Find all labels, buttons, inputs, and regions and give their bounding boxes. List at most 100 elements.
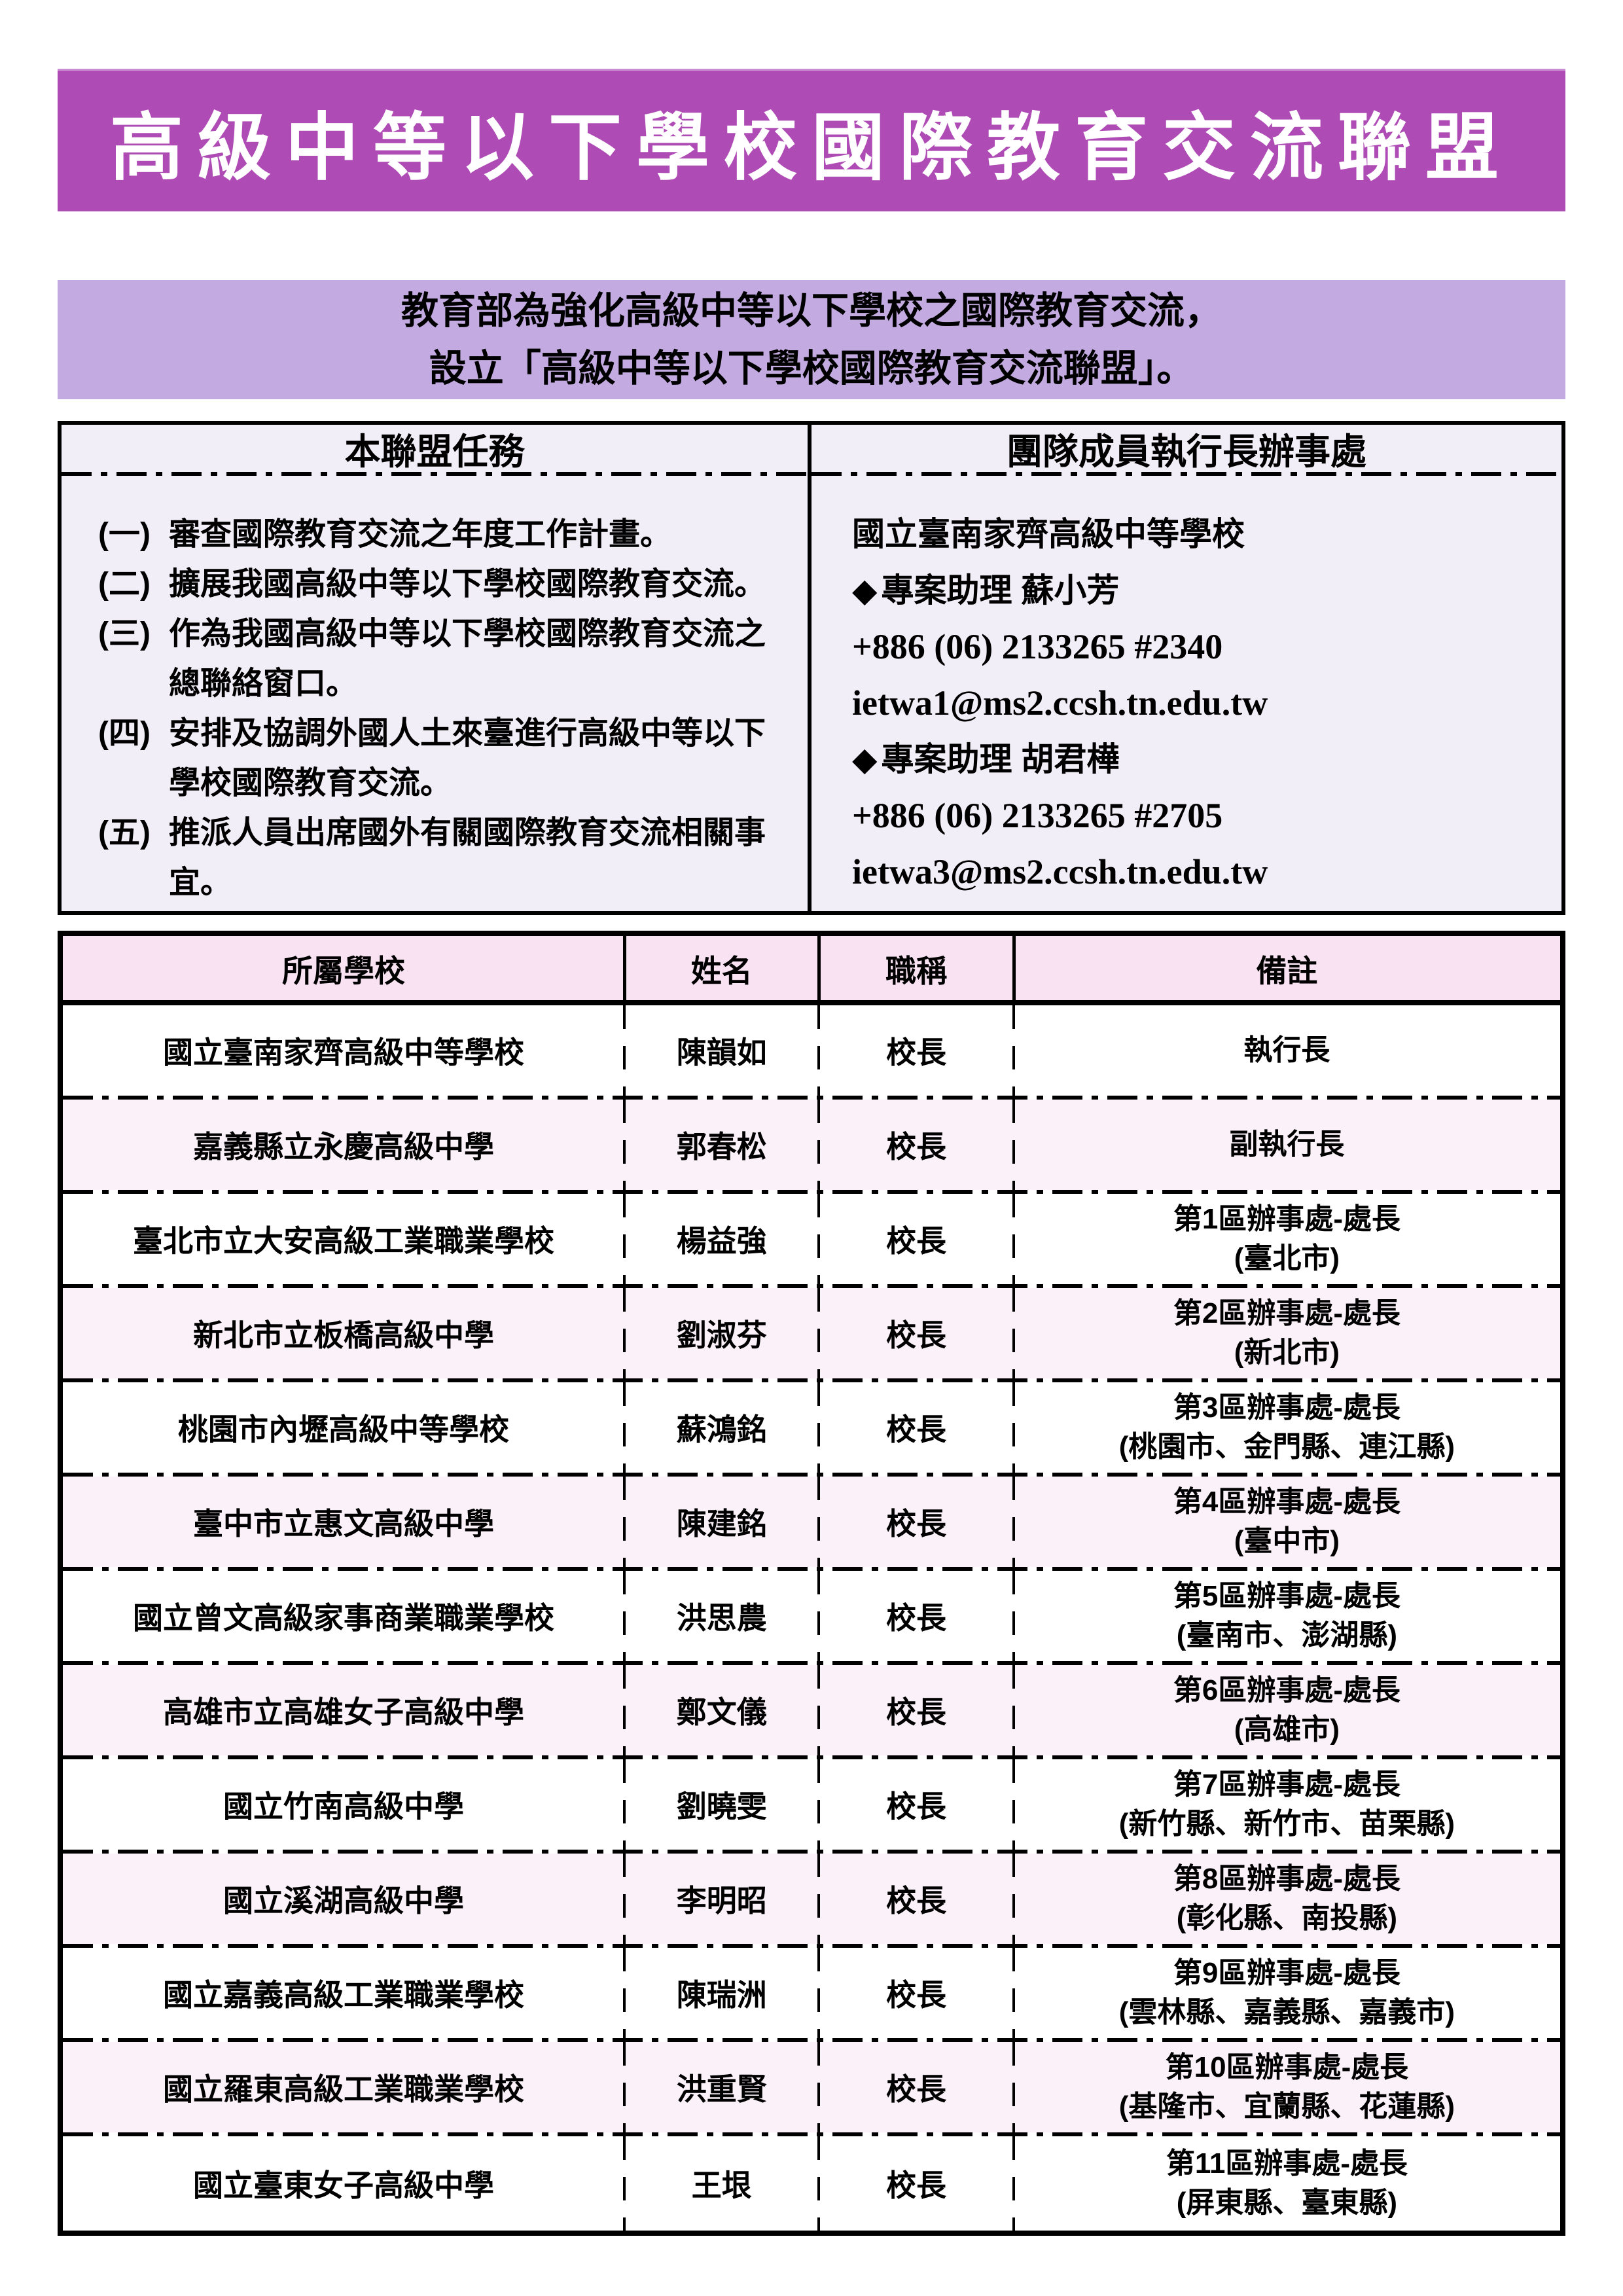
row-separator	[63, 1567, 1560, 1571]
note-line-2: (新北市)	[1234, 1336, 1340, 1369]
cell-title: 校長	[817, 1005, 1013, 1096]
task-text: 安排及協調外國人土來臺進行高級中等以下學校國際教育交流。	[169, 716, 766, 800]
row-separator	[63, 2038, 1560, 2042]
cell-name: 洪重賢	[622, 2042, 819, 2132]
note-line-1: 第3區辦事處-處長	[1173, 1391, 1400, 1424]
note-line-1: 第10區辦事處-處長	[1165, 2051, 1409, 2083]
table-row: 嘉義縣立永慶高級中學 郭春松 校長 副執行長	[63, 1100, 1560, 1190]
task-marker: (四)	[98, 716, 151, 751]
contact-role-text: 專案助理 蘇小芳	[881, 572, 1120, 609]
task-item: (三) 作為我國高級中等以下學校國際教育交流之總聯絡窗口。	[98, 609, 791, 709]
note-line-2: (臺南市、澎湖縣)	[1176, 1619, 1398, 1651]
row-separator	[63, 2132, 1560, 2136]
cell-note: 第4區辦事處-處長 (臺中市)	[1012, 1477, 1560, 1567]
dash-dot-divider	[62, 472, 808, 476]
cell-title: 校長	[817, 2042, 1013, 2132]
table-row: 國立嘉義高級工業職業學校 陳瑞洲 校長 第9區辦事處-處長 (雲林縣、嘉義縣、嘉…	[63, 1948, 1560, 2038]
cell-school: 臺中市立惠文高級中學	[193, 1507, 494, 1541]
cell-school: 嘉義縣立永慶高級中學	[193, 1130, 494, 1164]
cell-name: 蘇鴻銘	[622, 1382, 819, 1473]
note-line-1: 第2區辦事處-處長	[1173, 1297, 1400, 1329]
task-text: 推派人員出席國外有關國際教育交流相關事宜。	[169, 816, 766, 900]
contact-role-text: 專案助理 胡君樺	[881, 741, 1120, 778]
note-line-2: (基隆市、宜蘭縣、花蓮縣)	[1118, 2090, 1455, 2123]
task-marker: (一)	[98, 517, 151, 552]
note-line-2: (屏東縣、臺東縣)	[1176, 2187, 1398, 2219]
cell-name: 楊益強	[622, 1194, 819, 1284]
table-row: 桃園市內壢高級中等學校 蘇鴻銘 校長 第3區辦事處-處長 (桃園市、金門縣、連江…	[63, 1382, 1560, 1473]
cell-title: 校長	[817, 1571, 1013, 1661]
cell-title: 校長	[817, 2136, 1013, 2231]
cell-note: 第7區辦事處-處長 (新竹縣、新竹市、苗栗縣)	[1012, 1759, 1560, 1850]
cell-title: 校長	[817, 1759, 1013, 1850]
row-separator	[63, 1850, 1560, 1854]
cell-name: 郭春松	[622, 1100, 819, 1190]
cell-name: 鄭文儀	[622, 1665, 819, 1755]
contact-role: ◆ 專案助理 蘇小芳	[852, 562, 1546, 619]
task-item: (二) 擴展我國高級中等以下學校國際教育交流。	[98, 560, 791, 609]
cell-school: 高雄市立高雄女子高級中學	[163, 1695, 524, 1729]
tasks-panel: 本聯盟任務 (一) 審查國際教育交流之年度工作計畫。 (二) 擴展我國高級中等以…	[62, 425, 812, 911]
cell-name: 劉淑芬	[622, 1288, 819, 1378]
diamond-icon: ◆	[852, 741, 878, 778]
row-separator	[63, 1944, 1560, 1948]
info-box: 本聯盟任務 (一) 審查國際教育交流之年度工作計畫。 (二) 擴展我國高級中等以…	[58, 421, 1565, 915]
office-panel: 團隊成員執行長辦事處 國立臺南家齊高級中等學校 ◆ 專案助理 蘇小芳 +886 (…	[812, 425, 1561, 911]
cell-title: 校長	[817, 1382, 1013, 1473]
note-line-1: 第11區辦事處-處長	[1166, 2147, 1408, 2179]
row-separator	[63, 1378, 1560, 1382]
contact-role: ◆ 專案助理 胡君樺	[852, 731, 1546, 787]
title-banner: 高級中等以下學校國際教育交流聯盟	[58, 69, 1565, 211]
table-header-row: 所屬學校 姓名 職稱 備註	[63, 936, 1560, 1005]
task-marker: (五)	[98, 816, 151, 850]
row-separator	[63, 1661, 1560, 1665]
table-row: 臺中市立惠文高級中學 陳建銘 校長 第4區辦事處-處長 (臺中市)	[63, 1477, 1560, 1567]
cell-name: 陳韻如	[622, 1005, 819, 1096]
cell-title: 校長	[817, 1194, 1013, 1284]
row-separator	[63, 1190, 1560, 1194]
intro-box: 教育部為強化高級中等以下學校之國際教育交流， 設立「高級中等以下學校國際教育交流…	[58, 280, 1565, 399]
col-header-school: 所屬學校	[282, 953, 405, 988]
cell-name: 陳瑞洲	[622, 1948, 819, 2038]
note-line-1: 第9區辦事處-處長	[1173, 1957, 1400, 1989]
office-contacts: 國立臺南家齊高級中等學校 ◆ 專案助理 蘇小芳 +886 (06) 2133265…	[812, 476, 1561, 900]
contact-email: ietwa3@ms2.ccsh.tn.edu.tw	[852, 852, 1268, 891]
cell-name: 王垠	[622, 2136, 819, 2231]
cell-school: 臺北市立大安高級工業職業學校	[133, 1224, 554, 1258]
note-line-1: 第8區辦事處-處長	[1173, 1863, 1400, 1895]
cell-title: 校長	[817, 1100, 1013, 1190]
table-row: 國立溪湖高級中學 李明昭 校長 第8區辦事處-處長 (彰化縣、南投縣)	[63, 1854, 1560, 1944]
cell-school: 國立嘉義高級工業職業學校	[163, 1978, 524, 2012]
cell-note: 第10區辦事處-處長 (基隆市、宜蘭縣、花蓮縣)	[1012, 2042, 1560, 2132]
cell-name: 劉曉雯	[622, 1759, 819, 1850]
cell-school: 新北市立板橋高級中學	[193, 1318, 494, 1352]
office-heading: 團隊成員執行長辦事處	[1006, 431, 1366, 472]
note-line-2: (臺中市)	[1234, 1525, 1340, 1557]
note-line-1: 第4區辦事處-處長	[1173, 1486, 1400, 1518]
note-line-1: 第7區辦事處-處長	[1173, 1768, 1400, 1801]
task-marker: (二)	[98, 567, 151, 601]
cell-school: 國立竹南高級中學	[223, 1789, 464, 1823]
intro-line-2: 設立「高級中等以下學校國際教育交流聯盟」。	[429, 348, 1194, 389]
col-header-name: 姓名	[622, 936, 819, 1000]
cell-title: 校長	[817, 1288, 1013, 1378]
col-header-note: 備註	[1012, 936, 1560, 1000]
note-line-2: (雲林縣、嘉義縣、嘉義市)	[1118, 1996, 1455, 2028]
note-line-1: 第1區辦事處-處長	[1173, 1203, 1400, 1235]
cell-note: 執行長	[1012, 1005, 1560, 1096]
cell-title: 校長	[817, 1665, 1013, 1755]
task-item: (四) 安排及協調外國人土來臺進行高級中等以下學校國際教育交流。	[98, 709, 791, 808]
note-line-2: (高雄市)	[1234, 1713, 1340, 1746]
cell-note: 第5區辦事處-處長 (臺南市、澎湖縣)	[1012, 1571, 1560, 1661]
task-marker: (三)	[98, 617, 151, 651]
row-separator	[63, 1473, 1560, 1477]
table-row: 國立曾文高級家事商業職業學校 洪思農 校長 第5區辦事處-處長 (臺南市、澎湖縣…	[63, 1571, 1560, 1661]
intro-line-1: 教育部為強化高級中等以下學校之國際教育交流，	[401, 290, 1222, 332]
cell-note: 第6區辦事處-處長 (高雄市)	[1012, 1665, 1560, 1755]
task-text: 審查國際教育交流之年度工作計畫。	[169, 517, 672, 552]
cell-note: 第2區辦事處-處長 (新北市)	[1012, 1288, 1560, 1378]
cell-title: 校長	[817, 1948, 1013, 2038]
table-row: 臺北市立大安高級工業職業學校 楊益強 校長 第1區辦事處-處長 (臺北市)	[63, 1194, 1560, 1284]
tasks-heading: 本聯盟任務	[344, 431, 525, 472]
dash-dot-divider	[812, 472, 1561, 476]
